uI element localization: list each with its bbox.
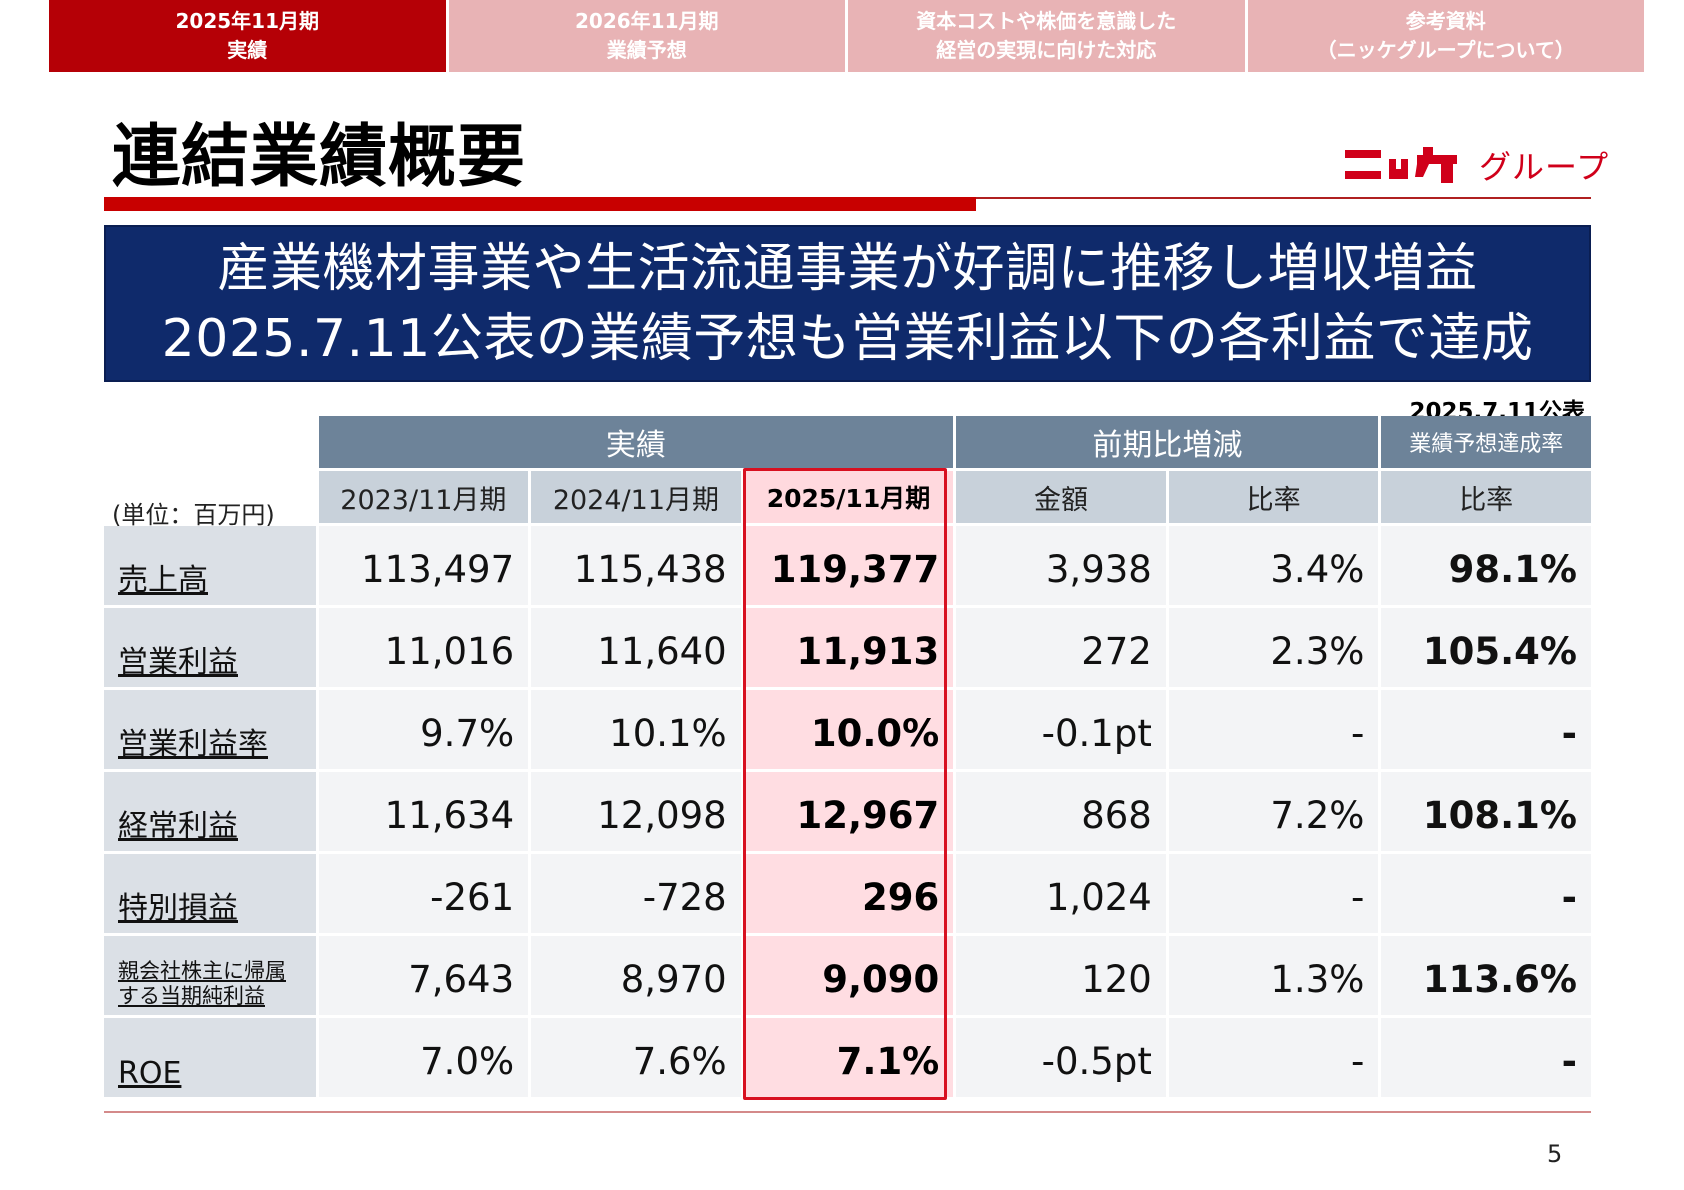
value-fy2025: 119,377 (743, 526, 954, 605)
headline-banner: 産業機材事業や生活流通事業が好調に推移し増収増益 2025.7.11公表の業績予… (104, 225, 1591, 382)
value-change-rate: 2.3% (1168, 608, 1379, 687)
value-fy2023: -261 (318, 854, 529, 933)
title-rule (976, 197, 1591, 199)
value-fy2023: 7.0% (318, 1018, 529, 1097)
value-achievement: - (1381, 854, 1591, 933)
row-label-link[interactable]: ROE (104, 1018, 316, 1097)
value-fy2025: 7.1% (743, 1018, 954, 1097)
value-fy2025: 11,913 (743, 608, 954, 687)
table-row-operating-margin: 営業利益率 9.7% 10.1% 10.0% -0.1pt - - (104, 690, 1591, 769)
value-fy2024: -728 (531, 854, 741, 933)
row-label-link[interactable]: 特別損益 (104, 854, 316, 933)
value-change-amount: 272 (956, 608, 1166, 687)
value-change-rate: - (1168, 690, 1379, 769)
table-row-roe: ROE 7.0% 7.6% 7.1% -0.5pt - - (104, 1018, 1591, 1097)
value-fy2023: 11,634 (318, 772, 529, 851)
blank-cell (104, 416, 316, 468)
page-title: 連結業績概要 (112, 118, 527, 197)
tab-label-line2: （ニッケグループについて） (1316, 38, 1575, 62)
row-label-link[interactable]: 売上高 (104, 526, 316, 605)
tab-reference[interactable]: 参考資料 （ニッケグループについて） (1247, 0, 1644, 72)
consolidated-results-table: 実績 前期比増減 業績予想達成率 2023/11月期 2024/11月期 202… (101, 413, 1594, 1100)
col-header-change-rate: 比率 (1168, 471, 1379, 523)
value-change-amount: 3,938 (956, 526, 1166, 605)
page-number: 5 (1547, 1140, 1563, 1168)
value-fy2024: 12,098 (531, 772, 741, 851)
value-change-amount: 868 (956, 772, 1166, 851)
col-header-fy2025: 2025/11月期 (743, 471, 954, 523)
value-change-rate: 3.4% (1168, 526, 1379, 605)
value-achievement: 108.1% (1381, 772, 1591, 851)
value-change-rate: 1.3% (1168, 936, 1379, 1015)
value-achievement: - (1381, 690, 1591, 769)
tab-label-line2: 業績予想 (606, 38, 687, 62)
table-row-net-sales: 売上高 113,497 115,438 119,377 3,938 3.4% 9… (104, 526, 1591, 605)
section-nav: 2025年11月期 実績 2026年11月期 業績予想 資本コストや株価を意識し… (49, 0, 1644, 72)
value-fy2025: 9,090 (743, 936, 954, 1015)
col-header-fy2023: 2023/11月期 (318, 471, 529, 523)
value-fy2024: 8,970 (531, 936, 741, 1015)
col-header-fy2024: 2024/11月期 (531, 471, 741, 523)
table-row-ordinary-profit: 経常利益 11,634 12,098 12,967 868 7.2% 108.1… (104, 772, 1591, 851)
bottom-rule (104, 1111, 1591, 1113)
company-logo: グループ (1345, 142, 1609, 188)
tab-label-line1: 2026年11月期 (575, 9, 719, 33)
title-underline-bar (104, 197, 976, 211)
value-fy2024: 7.6% (531, 1018, 741, 1097)
tab-fy2026-forecast[interactable]: 2026年11月期 業績予想 (448, 0, 845, 72)
value-fy2025: 12,967 (743, 772, 954, 851)
group-header-achievement: 業績予想達成率 (1381, 416, 1591, 468)
value-achievement: 98.1% (1381, 526, 1591, 605)
banner-line-1: 産業機材事業や生活流通事業が好調に推移し増収増益 (217, 238, 1478, 299)
nikke-logo-mark-icon (1345, 147, 1465, 183)
row-label-link[interactable]: 営業利益率 (104, 690, 316, 769)
banner-line-2: 2025.7.11公表の業績予想も営業利益以下の各利益で達成 (161, 308, 1534, 369)
row-label-link[interactable]: 親会社株主に帰属 する当期純利益 (104, 936, 316, 1015)
value-change-amount: -0.1pt (956, 690, 1166, 769)
value-fy2023: 11,016 (318, 608, 529, 687)
value-fy2023: 7,643 (318, 936, 529, 1015)
table-row-operating-profit: 営業利益 11,016 11,640 11,913 272 2.3% 105.4… (104, 608, 1591, 687)
value-fy2025: 10.0% (743, 690, 954, 769)
group-header-results: 実績 (318, 416, 954, 468)
row-label-link[interactable]: 営業利益 (104, 608, 316, 687)
value-fy2023: 113,497 (318, 526, 529, 605)
value-fy2024: 115,438 (531, 526, 741, 605)
value-change-rate: 7.2% (1168, 772, 1379, 851)
value-change-amount: 120 (956, 936, 1166, 1015)
value-achievement: 105.4% (1381, 608, 1591, 687)
tab-label-line2: 実績 (227, 38, 268, 62)
row-label-link[interactable]: 経常利益 (104, 772, 316, 851)
tab-label-line1: 2025年11月期 (175, 9, 320, 33)
value-change-rate: - (1168, 854, 1379, 933)
value-fy2024: 10.1% (531, 690, 741, 769)
logo-text: グループ (1479, 148, 1610, 186)
col-header-achievement-rate: 比率 (1381, 471, 1591, 523)
value-change-rate: - (1168, 1018, 1379, 1097)
value-fy2023: 9.7% (318, 690, 529, 769)
value-fy2024: 11,640 (531, 608, 741, 687)
value-fy2025: 296 (743, 854, 954, 933)
group-header-yoy: 前期比増減 (956, 416, 1379, 468)
tab-label-line1: 資本コストや株価を意識した (916, 9, 1177, 33)
tab-label-line1: 参考資料 (1405, 9, 1486, 33)
tab-cost-of-capital[interactable]: 資本コストや株価を意識した 経営の実現に向けた対応 (848, 0, 1245, 72)
blank-cell (104, 471, 316, 523)
table-row-extraordinary: 特別損益 -261 -728 296 1,024 - - (104, 854, 1591, 933)
value-change-amount: 1,024 (956, 854, 1166, 933)
table-row-net-income: 親会社株主に帰属 する当期純利益 7,643 8,970 9,090 120 1… (104, 936, 1591, 1015)
col-header-change-amount: 金額 (956, 471, 1166, 523)
tab-label-line2: 経営の実現に向けた対応 (936, 38, 1157, 62)
tab-fy2025-results[interactable]: 2025年11月期 実績 (49, 0, 446, 72)
value-change-amount: -0.5pt (956, 1018, 1166, 1097)
unit-label: (単位：百万円) (112, 501, 275, 529)
value-achievement: 113.6% (1381, 936, 1591, 1015)
value-achievement: - (1381, 1018, 1591, 1097)
